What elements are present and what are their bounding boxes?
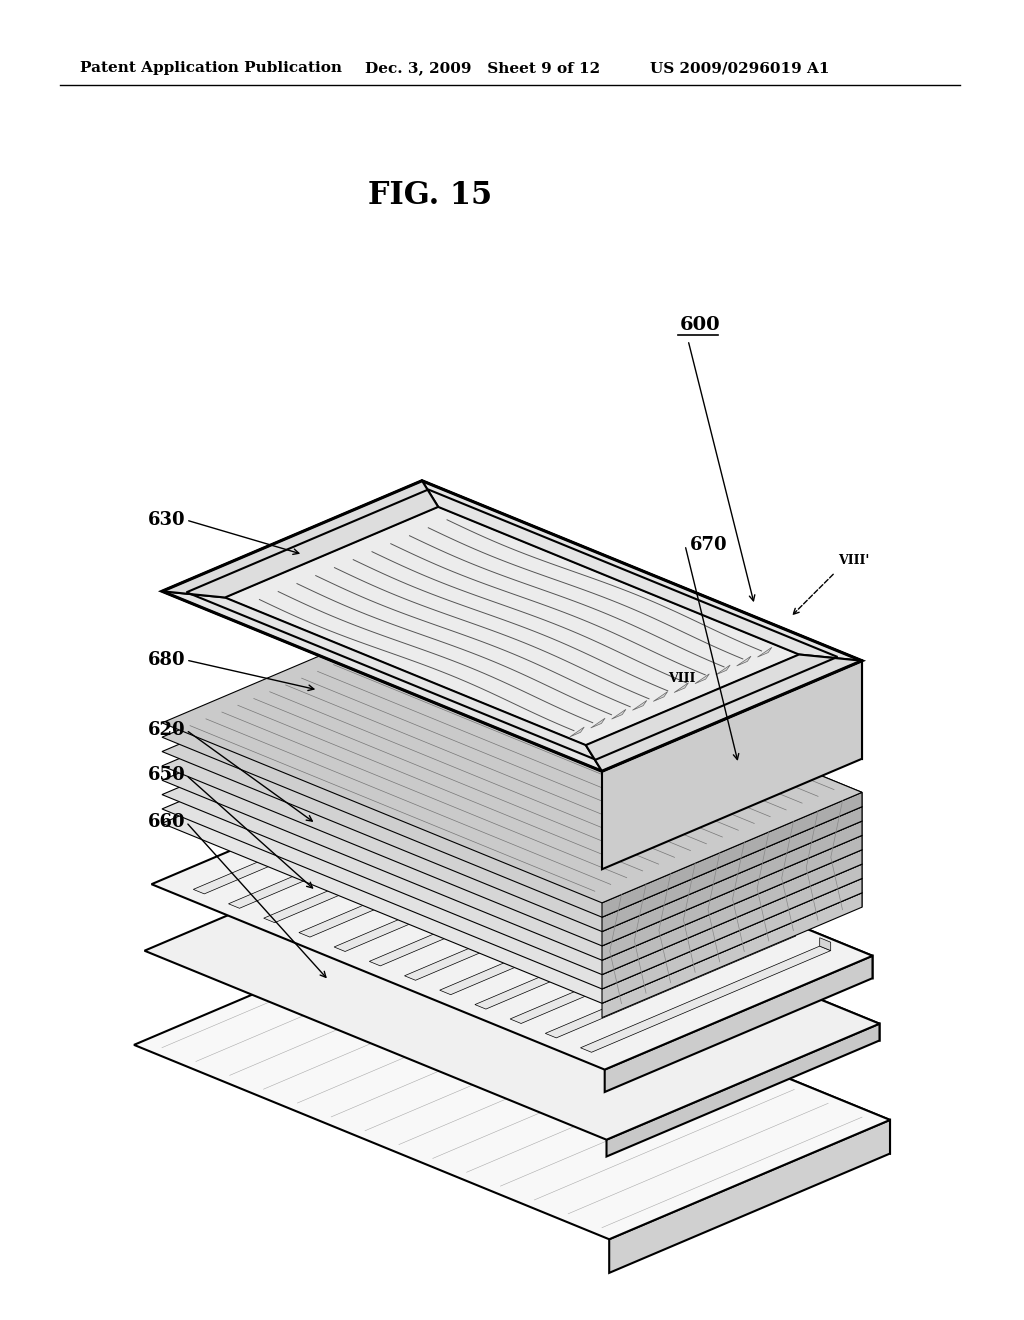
- Polygon shape: [602, 661, 862, 870]
- Text: VIII': VIII': [839, 554, 869, 568]
- Polygon shape: [602, 850, 862, 974]
- Polygon shape: [750, 909, 760, 921]
- Polygon shape: [418, 834, 880, 1040]
- Text: Patent Application Publication: Patent Application Publication: [80, 61, 342, 75]
- Polygon shape: [602, 865, 862, 989]
- Polygon shape: [609, 1119, 890, 1272]
- Polygon shape: [586, 655, 862, 771]
- Polygon shape: [758, 647, 772, 657]
- Polygon shape: [570, 727, 585, 737]
- Text: VIII: VIII: [669, 672, 695, 685]
- Polygon shape: [162, 591, 602, 771]
- Polygon shape: [644, 866, 654, 879]
- Polygon shape: [606, 1024, 880, 1156]
- Polygon shape: [152, 771, 872, 1069]
- Polygon shape: [422, 669, 862, 865]
- Polygon shape: [162, 698, 862, 989]
- Polygon shape: [602, 807, 862, 932]
- Polygon shape: [602, 792, 862, 917]
- Polygon shape: [581, 946, 830, 1052]
- Polygon shape: [439, 888, 690, 995]
- Polygon shape: [264, 817, 514, 923]
- Polygon shape: [714, 895, 725, 907]
- Polygon shape: [162, 684, 862, 974]
- Polygon shape: [602, 836, 862, 960]
- Polygon shape: [422, 713, 862, 907]
- Polygon shape: [422, 656, 862, 850]
- Polygon shape: [422, 480, 862, 661]
- Polygon shape: [695, 675, 710, 684]
- Polygon shape: [404, 874, 654, 981]
- Polygon shape: [432, 779, 443, 792]
- Polygon shape: [162, 656, 862, 946]
- Polygon shape: [736, 656, 751, 667]
- Polygon shape: [422, 642, 862, 836]
- Polygon shape: [475, 903, 725, 1008]
- Polygon shape: [633, 701, 647, 710]
- Polygon shape: [674, 682, 688, 693]
- Polygon shape: [162, 627, 862, 917]
- Polygon shape: [144, 834, 880, 1139]
- Polygon shape: [334, 845, 585, 952]
- Polygon shape: [602, 892, 862, 1018]
- Polygon shape: [602, 821, 862, 946]
- Text: 660: 660: [148, 813, 185, 832]
- Polygon shape: [468, 793, 478, 807]
- Polygon shape: [605, 956, 872, 1092]
- Polygon shape: [162, 480, 862, 771]
- Text: Dec. 3, 2009   Sheet 9 of 12: Dec. 3, 2009 Sheet 9 of 12: [365, 61, 600, 75]
- Polygon shape: [370, 859, 620, 966]
- Polygon shape: [422, 480, 862, 759]
- Polygon shape: [419, 771, 872, 978]
- Polygon shape: [611, 709, 626, 719]
- Polygon shape: [422, 627, 862, 821]
- Polygon shape: [162, 612, 862, 903]
- Text: US 2009/0296019 A1: US 2009/0296019 A1: [650, 61, 829, 75]
- Polygon shape: [422, 612, 862, 807]
- Polygon shape: [162, 669, 862, 960]
- Polygon shape: [538, 822, 549, 836]
- Polygon shape: [299, 830, 549, 937]
- Polygon shape: [608, 851, 620, 865]
- Polygon shape: [162, 480, 438, 598]
- Text: 670: 670: [690, 536, 728, 554]
- Polygon shape: [591, 718, 605, 727]
- Text: 630: 630: [148, 511, 185, 529]
- Text: 600: 600: [680, 315, 721, 334]
- Polygon shape: [134, 925, 890, 1239]
- Polygon shape: [546, 932, 796, 1038]
- Polygon shape: [503, 808, 514, 821]
- Polygon shape: [602, 878, 862, 1003]
- Text: 680: 680: [148, 651, 185, 669]
- Polygon shape: [162, 642, 862, 932]
- Text: 650: 650: [148, 766, 185, 784]
- Polygon shape: [653, 692, 668, 701]
- Text: 620: 620: [148, 721, 185, 739]
- Polygon shape: [162, 713, 862, 1003]
- Polygon shape: [784, 923, 796, 936]
- Polygon shape: [819, 937, 830, 950]
- Polygon shape: [194, 788, 443, 894]
- Polygon shape: [228, 803, 478, 908]
- Polygon shape: [510, 917, 760, 1023]
- Polygon shape: [716, 665, 730, 675]
- Text: FIG. 15: FIG. 15: [368, 180, 493, 210]
- Polygon shape: [422, 698, 862, 892]
- Polygon shape: [573, 837, 585, 850]
- Polygon shape: [225, 507, 799, 744]
- Polygon shape: [415, 925, 890, 1154]
- Polygon shape: [422, 684, 862, 878]
- Polygon shape: [679, 880, 690, 894]
